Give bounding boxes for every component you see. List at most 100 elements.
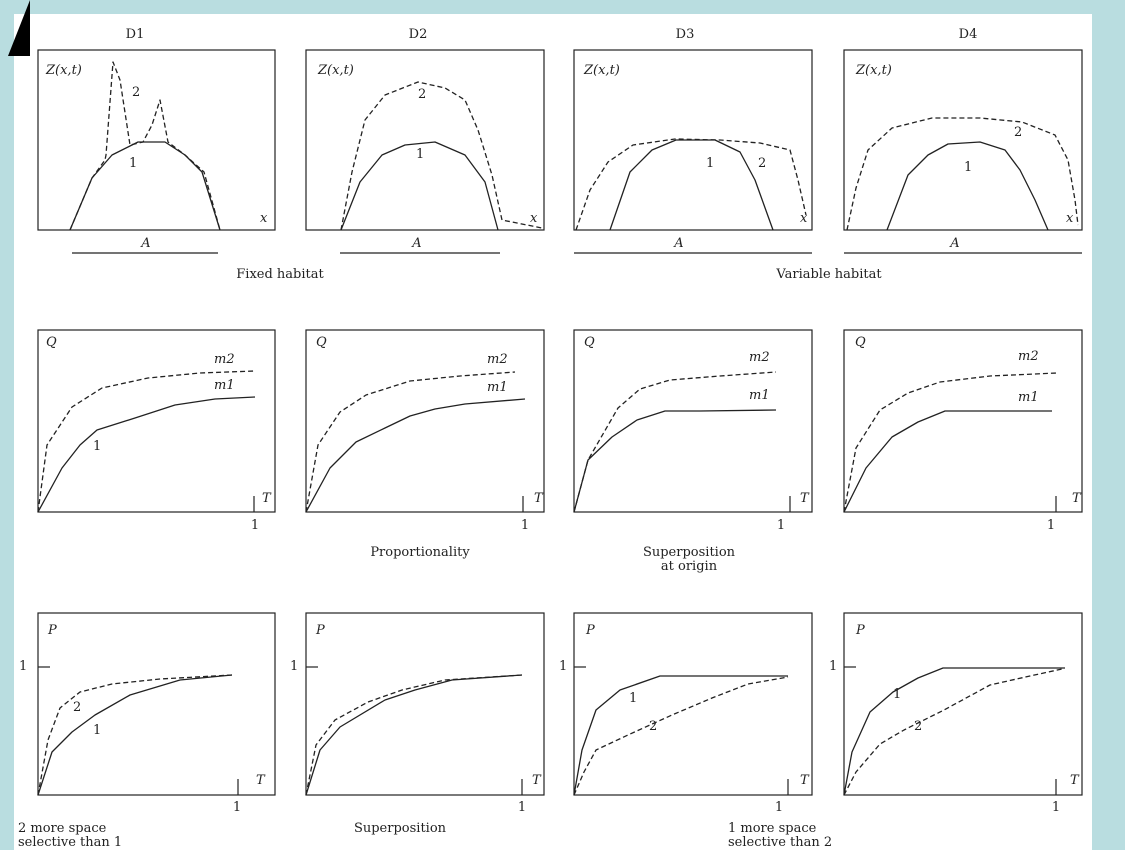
column-header-d1: D1 bbox=[125, 27, 145, 42]
p-axis-label: P bbox=[316, 623, 325, 638]
plot-frame bbox=[305, 612, 545, 796]
t-tick-1: 1 bbox=[517, 800, 527, 815]
curve-label-m2: m2 bbox=[214, 352, 235, 367]
curve-dashed bbox=[843, 668, 1063, 796]
curve-dashed bbox=[305, 371, 516, 513]
curve-label-2: 2 bbox=[758, 156, 767, 171]
t-tick-1: 1 bbox=[250, 518, 260, 533]
curve-label-m1: m1 bbox=[749, 388, 770, 403]
curve-dashed bbox=[69, 61, 221, 231]
curve-solid bbox=[843, 410, 1052, 513]
curve-label-2: 2 bbox=[418, 87, 427, 102]
corner-mark bbox=[8, 0, 30, 56]
curve-label-m1: m1 bbox=[1018, 390, 1039, 405]
curve-label-1: 1 bbox=[129, 156, 138, 171]
group-caption-variable-habitat: Variable habitat bbox=[776, 267, 882, 282]
domain-label: A bbox=[674, 236, 684, 251]
curve-solid bbox=[843, 667, 1065, 796]
t-tick-1: 1 bbox=[776, 518, 786, 533]
plot-frame bbox=[843, 49, 1083, 231]
curve-solid bbox=[886, 141, 1049, 231]
figure-sheet bbox=[14, 14, 1092, 850]
curve-dashed bbox=[843, 372, 1058, 513]
p-tick-1: 1 bbox=[559, 659, 568, 674]
plot-frame bbox=[843, 612, 1083, 796]
plot-frame bbox=[305, 49, 545, 231]
t-axis-label: T bbox=[262, 491, 271, 506]
curve-label-2: 2 bbox=[649, 719, 658, 734]
plot-frame bbox=[573, 329, 813, 513]
curve-solid bbox=[305, 398, 526, 513]
column-header-d4: D4 bbox=[958, 27, 978, 42]
curve-dashed bbox=[340, 81, 543, 231]
caption-proportionality: Proportionality bbox=[370, 545, 470, 560]
t-axis-label: T bbox=[1072, 491, 1081, 506]
t-axis-label: T bbox=[532, 773, 541, 788]
z-axis-label: Z(x,t) bbox=[46, 63, 82, 78]
plot-frame bbox=[843, 329, 1083, 513]
curve-solid bbox=[37, 674, 233, 796]
q-axis-label: Q bbox=[855, 335, 866, 350]
curve-solid bbox=[305, 674, 523, 796]
curve-solid bbox=[609, 139, 774, 231]
curve-label-1: 1 bbox=[93, 723, 102, 738]
t-tick-1: 1 bbox=[520, 518, 530, 533]
curve-label-1: 1 bbox=[629, 691, 638, 706]
curve-label-1: 1 bbox=[964, 160, 973, 175]
p-tick-1: 1 bbox=[829, 659, 838, 674]
curve-solid bbox=[69, 141, 221, 231]
plot-frame bbox=[37, 329, 276, 513]
t-tick-1: 1 bbox=[1051, 800, 1061, 815]
q-axis-label: Q bbox=[584, 335, 595, 350]
caption-1-more-selective: 1 more space selective than 2 bbox=[728, 821, 833, 850]
curve-dashed bbox=[37, 370, 256, 513]
curve-label-m2: m2 bbox=[1018, 349, 1039, 364]
t-tick-1: 1 bbox=[232, 800, 242, 815]
z-axis-label: Z(x,t) bbox=[856, 63, 892, 78]
curve-solid bbox=[340, 141, 499, 231]
x-axis-label: x bbox=[260, 211, 268, 226]
plot-frame bbox=[305, 329, 545, 513]
t-tick-1: 1 bbox=[1046, 518, 1056, 533]
curve-label-m1: m1 bbox=[214, 378, 235, 393]
p-tick-1: 1 bbox=[19, 659, 28, 674]
curve-solid bbox=[573, 675, 788, 796]
p-axis-label: P bbox=[48, 623, 57, 638]
curve-dashed bbox=[305, 674, 523, 796]
curve-solid bbox=[573, 409, 777, 513]
curve-dashed bbox=[846, 117, 1079, 231]
group-caption-fixed-habitat: Fixed habitat bbox=[236, 267, 324, 282]
t-axis-label: T bbox=[800, 773, 809, 788]
curve-label-2: 2 bbox=[132, 85, 141, 100]
x-axis-label: x bbox=[530, 211, 538, 226]
curve-label-1: 1 bbox=[93, 439, 102, 454]
caption-superposition-origin: Superposition at origin bbox=[642, 545, 736, 574]
t-axis-label: T bbox=[256, 773, 265, 788]
plot-frame bbox=[37, 49, 276, 231]
curve-dashed bbox=[575, 138, 807, 231]
curve-label-m2: m2 bbox=[749, 350, 770, 365]
curve-label-1: 1 bbox=[706, 156, 715, 171]
z-axis-label: Z(x,t) bbox=[318, 63, 354, 78]
z-axis-label: Z(x,t) bbox=[584, 63, 620, 78]
column-header-d2: D2 bbox=[408, 27, 428, 42]
curve-label-2: 2 bbox=[1014, 125, 1023, 140]
t-axis-label: T bbox=[534, 491, 543, 506]
plot-frame bbox=[37, 612, 276, 796]
plot-frame bbox=[573, 49, 813, 231]
curve-label-m2: m2 bbox=[487, 352, 508, 367]
q-axis-label: Q bbox=[46, 335, 57, 350]
curve-label-1: 1 bbox=[893, 687, 902, 702]
domain-label: A bbox=[950, 236, 960, 251]
q-axis-label: Q bbox=[316, 335, 327, 350]
x-axis-label: x bbox=[800, 211, 808, 226]
p-axis-label: P bbox=[586, 623, 595, 638]
curve-dashed bbox=[573, 676, 789, 796]
curve-label-2: 2 bbox=[914, 719, 923, 734]
x-axis-label: x bbox=[1066, 211, 1074, 226]
curve-label-2: 2 bbox=[73, 700, 82, 715]
t-axis-label: T bbox=[800, 491, 809, 506]
p-tick-1: 1 bbox=[290, 659, 299, 674]
